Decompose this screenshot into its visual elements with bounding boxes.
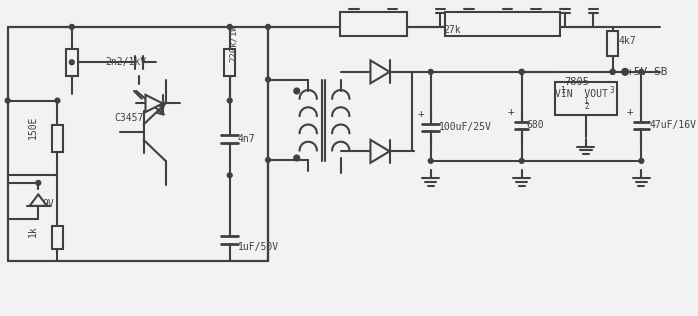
Text: 680: 680 [526,120,544,131]
Circle shape [55,98,60,103]
Circle shape [519,70,524,74]
Text: 3: 3 [610,87,614,95]
Polygon shape [30,194,47,206]
Circle shape [622,69,628,75]
Text: 9V: 9V [42,199,54,209]
Bar [52,226,64,249]
Circle shape [228,98,232,103]
Circle shape [639,70,644,74]
Circle shape [228,24,232,29]
Text: +: + [627,107,634,117]
Text: 1uF/50V: 1uF/50V [237,242,279,252]
Text: 27k: 27k [443,25,461,35]
Bar [224,49,235,76]
Circle shape [266,24,270,29]
Circle shape [429,159,433,163]
Text: 4n7: 4n7 [237,134,255,144]
Bar [445,12,560,36]
Circle shape [69,60,74,65]
Polygon shape [371,140,389,163]
Text: +: + [507,107,514,117]
Circle shape [266,157,270,162]
Circle shape [429,70,433,74]
Text: +: + [417,109,424,119]
Text: 2: 2 [584,102,588,111]
Circle shape [69,24,74,29]
Circle shape [639,159,644,163]
Text: +5V SB: +5V SB [627,67,667,77]
Circle shape [610,70,615,74]
Circle shape [36,180,40,185]
Text: 1: 1 [584,97,589,106]
Text: 220k/1W: 220k/1W [229,25,238,62]
Bar [607,31,618,56]
Text: C3457: C3457 [115,113,144,123]
Circle shape [519,159,524,163]
Text: 150E: 150E [27,115,38,139]
Circle shape [228,173,232,178]
Bar [52,125,64,152]
Text: 1k: 1k [27,226,38,237]
Text: 7805: 7805 [564,77,589,88]
Circle shape [610,70,615,74]
Circle shape [294,155,299,161]
Text: 1: 1 [560,87,565,95]
Polygon shape [371,60,389,83]
Bar [555,82,618,115]
Circle shape [6,98,10,103]
Circle shape [294,88,299,94]
Polygon shape [145,95,163,112]
Circle shape [519,70,524,74]
Text: 4k7: 4k7 [618,36,636,46]
Bar [340,12,407,36]
Bar [66,49,77,76]
Text: 2n2/1kV: 2n2/1kV [105,57,147,67]
Text: 47uF/16V: 47uF/16V [649,120,696,131]
Text: 100uF/25V: 100uF/25V [438,122,491,132]
Text: VIN  VOUT: VIN VOUT [555,89,608,99]
Circle shape [266,77,270,82]
